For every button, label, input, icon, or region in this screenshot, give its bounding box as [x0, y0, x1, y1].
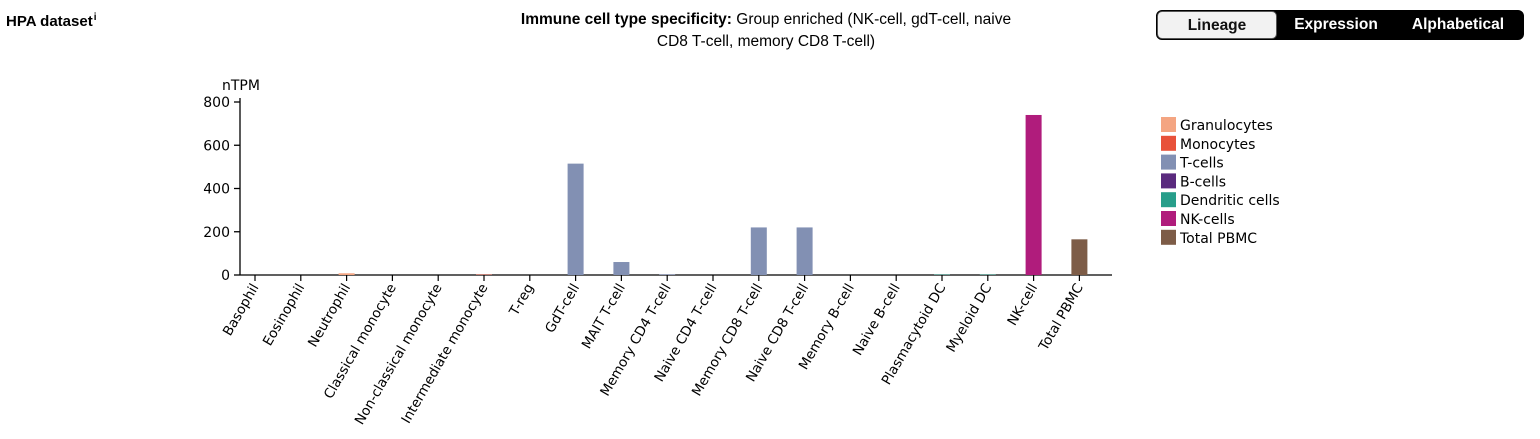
specificity-summary: Immune cell type specificity: Group enri… [476, 9, 1056, 53]
specificity-label: Immune cell type specificity: [520, 11, 732, 28]
x-tick-label-mait-t-cell: MAIT T-cell [579, 281, 629, 352]
legend-label-granulocytes: Granulocytes [1180, 118, 1273, 134]
dataset-title: HPA dataseti [6, 12, 96, 30]
info-icon[interactable]: i [93, 12, 97, 23]
legend-label-b-cells: B-cells [1180, 174, 1226, 190]
bar-neutrophil [338, 273, 355, 275]
sort-expression-button[interactable]: Expression [1277, 11, 1395, 39]
legend-swatch-t-cells [1161, 154, 1176, 170]
legend-label-t-cells: T-cells [1179, 156, 1224, 172]
dataset-label-text: HPA dataset [6, 13, 93, 30]
legend-swatch-total-pbmc [1161, 229, 1176, 245]
legend-swatch-b-cells [1161, 173, 1176, 189]
x-tick-label-gdt-cell: GdT-cell [542, 281, 583, 336]
legend-label-dendritic-cells: Dendritic cells [1180, 193, 1280, 209]
x-tick-label-neutrophil: Neutrophil [305, 281, 354, 350]
x-tick-label-non-classical-monocyte: Non-classical monocyte [352, 281, 446, 428]
legend-swatch-monocytes [1161, 135, 1176, 151]
bar-total-pbmc [1071, 239, 1088, 275]
bar-memory-cd8-t-cell [750, 227, 767, 275]
bar-naive-cd8-t-cell [796, 227, 813, 275]
sort-lineage-button[interactable]: Lineage [1157, 11, 1277, 39]
sort-toggle-group: Lineage Expression Alphabetical [1156, 10, 1524, 40]
legend-swatch-nk-cells [1161, 211, 1176, 226]
bar-nk-cell [1025, 114, 1042, 275]
x-tick-label-basophil: Basophil [220, 281, 263, 339]
legend-swatch-granulocytes [1161, 117, 1176, 132]
y-tick-label-200: 200 [203, 225, 230, 241]
bar-gdt-cell [567, 163, 584, 275]
specificity-value-line1: Group enriched (NK-cell, gdT-cell, naive [736, 11, 1012, 28]
bar-mait-t-cell [613, 262, 630, 275]
bar-memory-cd4-t-cell [659, 274, 676, 275]
legend-swatch-dendritic-cells [1161, 192, 1176, 208]
x-tick-label-intermediate-monocyte: Intermediate monocyte [398, 281, 491, 426]
y-tick-label-400: 400 [203, 182, 230, 198]
sort-alphabetical-button[interactable]: Alphabetical [1395, 11, 1521, 39]
y-tick-label-600: 600 [203, 138, 230, 154]
x-tick-label-total-pbmc: Total PBMC [1035, 281, 1087, 354]
y-tick-label-0: 0 [221, 268, 230, 284]
x-tick-label-myeloid-dc: Myeloid DC [943, 281, 995, 355]
legend-label-total-pbmc: Total PBMC [1179, 231, 1257, 247]
legend-label-nk-cells: NK-cells [1180, 212, 1235, 228]
y-tick-label-800: 800 [203, 95, 230, 111]
x-tick-label-nk-cell: NK-cell [1004, 281, 1041, 329]
x-tick-label-naive-b-cell: Naive B-cell [850, 281, 904, 358]
specificity-value-line2: CD8 T-cell, memory CD8 T-cell) [656, 33, 876, 50]
legend-label-monocytes: Monocytes [1180, 137, 1255, 153]
x-tick-label-eosinophil: Eosinophil [260, 281, 308, 349]
x-tick-label-t-reg: T-reg [506, 281, 537, 319]
y-axis-label: nTPM [222, 78, 260, 94]
